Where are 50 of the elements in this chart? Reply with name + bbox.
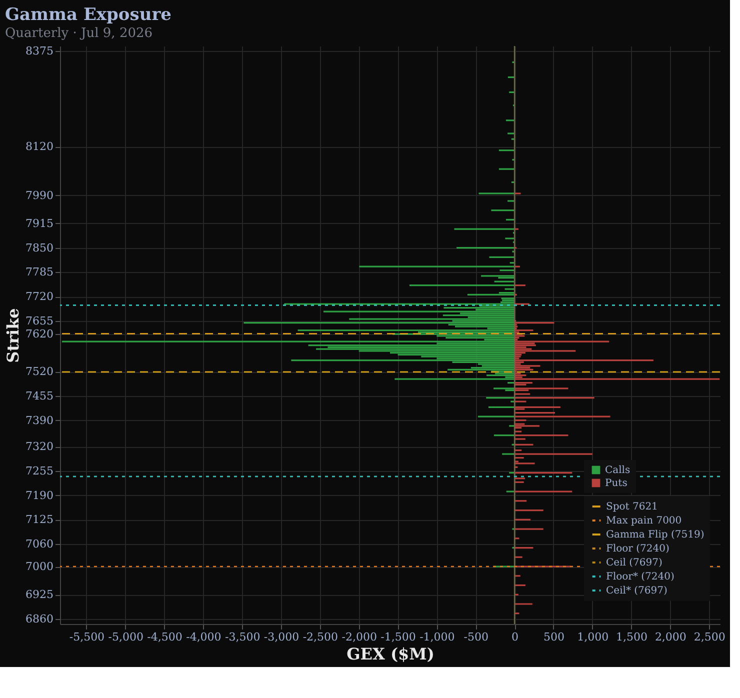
y-tick-label: 6925 [26,588,54,602]
x-tick-label: -2,000 [342,630,377,644]
y-tick-label: 7915 [26,216,54,230]
y-tick-label: 8120 [26,140,54,154]
x-tick-label: 0 [512,630,519,644]
y-tick-label: 7655 [26,314,54,328]
x-tick-label: -1,500 [380,630,416,644]
x-tick-label: -2,500 [302,630,338,644]
x-tick-label: 2,000 [654,630,686,644]
x-tick-label: -5,500 [69,630,105,644]
y-tick-label: 7125 [26,513,54,526]
y-tick-label: 7000 [26,560,54,574]
legend-label: Max pain 7000 [606,516,682,526]
y-tick-label: 7990 [26,188,54,202]
y-tick-label: 7060 [26,538,54,551]
x-tick-label: -5,000 [108,630,144,644]
y-tick-label: 7850 [26,241,54,254]
y-tick-label: 7390 [26,414,54,427]
legend-label: Floor (7240) [606,544,670,554]
x-tick-label: 2,500 [694,630,726,644]
x-tick-label: 500 [543,630,564,644]
x-axis-title: GEX ($M) [346,644,434,664]
legend-label: Calls [605,465,630,476]
legend-label: Ceil (7697) [606,558,662,568]
x-tick-label: -4,500 [147,630,182,644]
legend-label: Puts [605,478,628,489]
y-tick-label: 8375 [26,44,54,58]
x-tick-label: 1,500 [616,630,648,644]
y-tick-label: 7190 [26,488,54,502]
legend-label: Spot 7621 [606,502,658,512]
legend-label: Gamma Flip (7519) [606,530,704,540]
x-tick-label: -1,000 [420,630,455,644]
legend-label: Ceil* (7697) [606,586,668,596]
x-tick-label: -3,500 [225,630,260,644]
y-tick-label: 7320 [26,440,54,454]
x-tick-label: 1,000 [577,630,609,644]
y-tick-label: 7620 [26,328,54,341]
x-tick-label: -3,000 [264,630,300,644]
x-tick-label: -500 [464,630,488,644]
y-tick-label: 6860 [26,612,54,626]
y-axis-title: Strike [4,308,23,363]
chart-subtitle: Quarterly · Jul 9, 2026 [5,26,153,41]
y-tick-label: 7520 [26,365,54,378]
x-tick-label: -4,000 [186,630,222,644]
chart-title: Gamma Exposure [5,5,172,25]
y-tick-label: 7785 [26,266,54,279]
y-tick-label: 7255 [26,464,54,478]
y-tick-label: 7720 [26,290,54,304]
y-tick-label: 7455 [26,389,54,402]
legend-label: Floor* (7240) [606,572,674,582]
